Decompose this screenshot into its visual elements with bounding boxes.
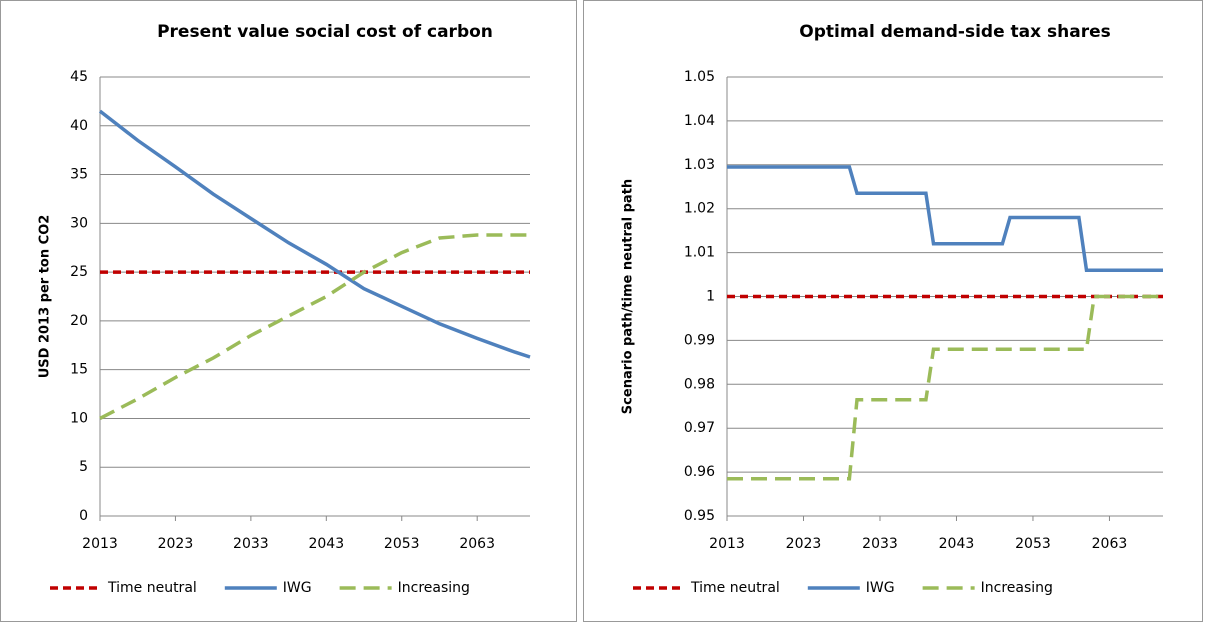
legend-label: Increasing	[398, 580, 470, 596]
x-tick-label: 2023	[786, 536, 822, 552]
y-tick-label: 10	[70, 410, 88, 426]
chart-title: Optimal demand-side tax shares	[799, 22, 1111, 42]
x-tick-label: 2033	[233, 536, 269, 552]
y-tick-label: 1.05	[684, 69, 715, 85]
legend-label: IWG	[866, 580, 895, 596]
y-tick-label: 5	[79, 459, 88, 475]
x-tick-label: 2013	[709, 536, 745, 552]
y-tick-label: 30	[70, 215, 88, 231]
y-tick-label: 0.97	[684, 420, 715, 436]
series-line	[98, 109, 531, 359]
y-tick-label: 1.03	[684, 157, 715, 173]
panel-border	[583, 0, 1203, 622]
y-tick-label: 20	[70, 313, 88, 329]
y-tick-label: 0.98	[684, 376, 715, 392]
legend-label: Time neutral	[690, 580, 780, 596]
x-tick-label: 2043	[939, 536, 975, 552]
y-tick-label: 0.95	[684, 508, 715, 524]
y-tick-label: 1.04	[684, 113, 715, 129]
x-tick-label: 2023	[158, 536, 194, 552]
legend-label: Time neutral	[107, 580, 197, 596]
y-tick-label: 35	[70, 167, 88, 183]
y-tick-label: 1	[706, 289, 715, 305]
y-axis-label: Scenario path/time neutral path	[621, 179, 636, 414]
series-line	[727, 165, 1163, 272]
x-tick-label: 2043	[308, 536, 344, 552]
y-tick-label: 40	[70, 118, 88, 134]
y-tick-label: 0	[79, 508, 88, 524]
legend-label: Increasing	[981, 580, 1053, 596]
x-tick-label: 2033	[862, 536, 898, 552]
y-tick-label: 1.02	[684, 201, 715, 217]
y-tick-label: 0.96	[684, 464, 715, 480]
legend-label: IWG	[283, 580, 312, 596]
series-line	[727, 294, 1163, 481]
y-tick-label: 45	[70, 69, 88, 85]
x-tick-label: 2053	[1015, 536, 1051, 552]
x-tick-label: 2063	[459, 536, 495, 552]
y-tick-label: 15	[70, 362, 88, 378]
y-tick-label: 1.01	[684, 245, 715, 261]
series-line	[99, 233, 530, 420]
y-tick-label: 0.99	[684, 332, 715, 348]
panel-border	[0, 0, 577, 622]
x-tick-label: 2063	[1092, 536, 1128, 552]
x-tick-label: 2013	[82, 536, 118, 552]
y-tick-label: 25	[70, 264, 88, 280]
x-tick-label: 2053	[384, 536, 420, 552]
chart-title: Present value social cost of carbon	[157, 22, 493, 42]
y-axis-label: USD 2013 per ton CO2	[38, 215, 53, 379]
